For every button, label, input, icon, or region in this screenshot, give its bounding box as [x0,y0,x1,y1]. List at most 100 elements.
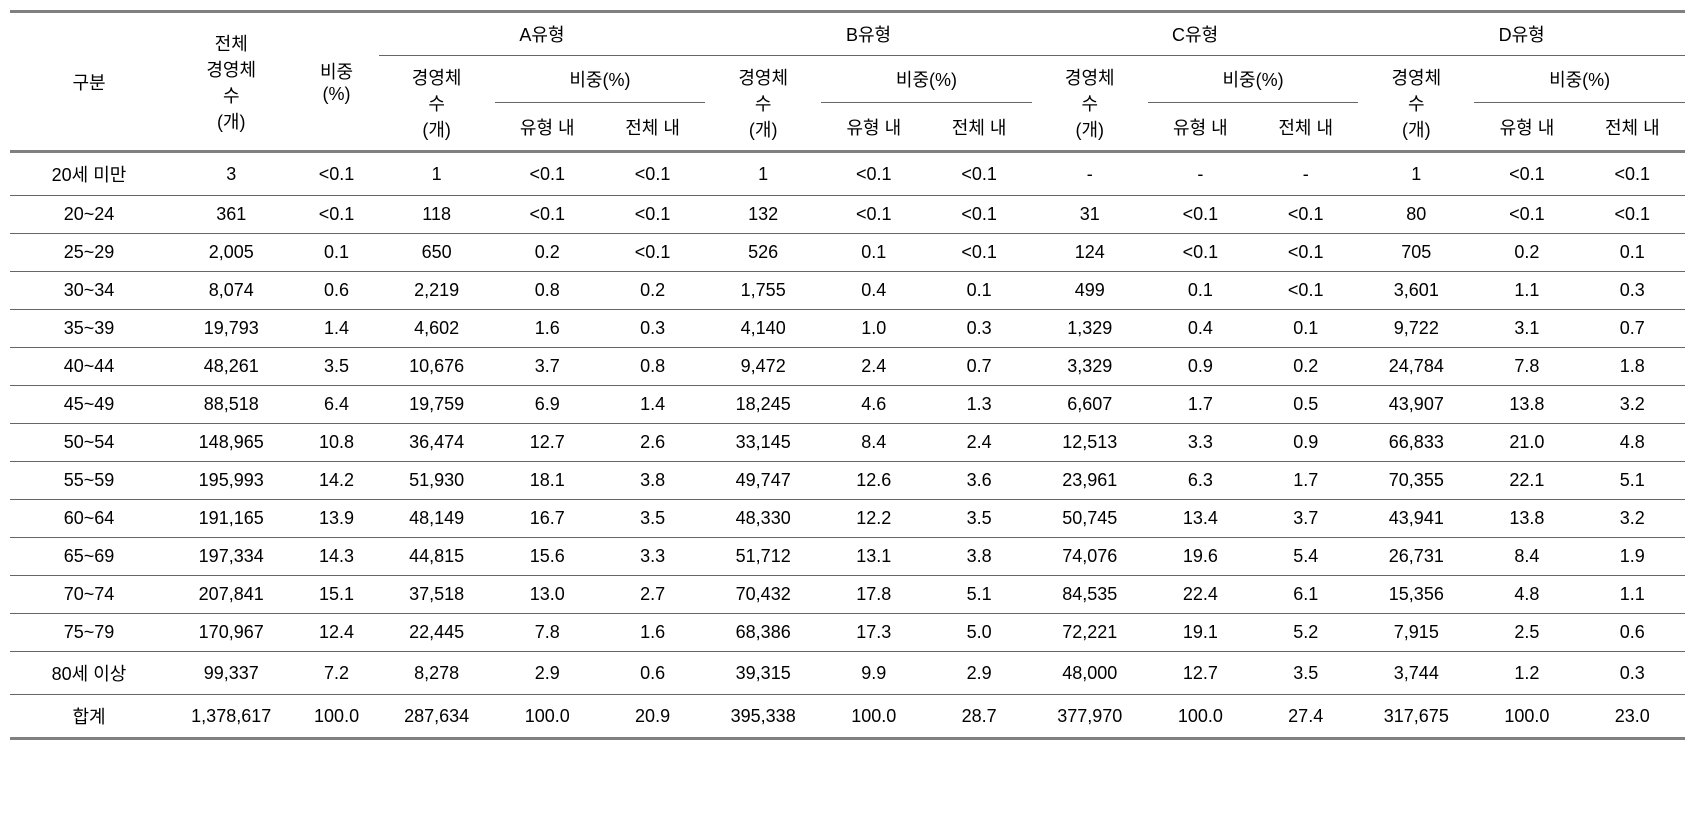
table-cell: <0.1 [1148,196,1253,234]
table-cell: 10.8 [294,424,378,462]
header-type-a: A유형 [379,12,706,56]
table-cell: 19,759 [379,386,495,424]
table-row: 40~4448,2613.510,6763.70.89,4722.40.73,3… [10,348,1685,386]
table-cell: 7.2 [294,652,378,695]
table-cell: 1.4 [600,386,705,424]
table-cell: 18.1 [495,462,600,500]
table-cell: 24,784 [1358,348,1474,386]
table-cell: <0.1 [600,196,705,234]
table-cell: 3.3 [600,538,705,576]
table-row: 70~74207,84115.137,51813.02.770,43217.85… [10,576,1685,614]
table-cell: 100.0 [294,695,378,739]
table-cell: <0.1 [1580,196,1685,234]
table-cell: 100.0 [1148,695,1253,739]
table-cell: 19,793 [168,310,294,348]
header-total-count: 전체경영체수(개) [168,12,294,152]
table-cell: 0.2 [1474,234,1579,272]
table-row: 합계1,378,617100.0287,634100.020.9395,3381… [10,695,1685,739]
table-cell: 0.6 [294,272,378,310]
table-cell: 2.7 [600,576,705,614]
header-c-within-total: 전체 내 [1253,103,1358,152]
header-a-within-type: 유형 내 [495,103,600,152]
table-cell: 3.7 [495,348,600,386]
table-cell: 13.4 [1148,500,1253,538]
table-cell: <0.1 [1580,152,1685,196]
table-cell: 1.3 [926,386,1031,424]
table-row: 60~64191,16513.948,14916.73.548,33012.23… [10,500,1685,538]
table-cell: 30~34 [10,272,168,310]
table-cell: 1 [1358,152,1474,196]
table-cell: 3.5 [294,348,378,386]
table-cell: 15,356 [1358,576,1474,614]
header-b-within-total: 전체 내 [926,103,1031,152]
table-cell: 3.3 [1148,424,1253,462]
table-cell: 합계 [10,695,168,739]
table-cell: 0.9 [1253,424,1358,462]
table-cell: 526 [705,234,821,272]
table-cell: 19.6 [1148,538,1253,576]
table-cell: 8.4 [821,424,926,462]
table-row: 30~348,0740.62,2190.80.21,7550.40.14990.… [10,272,1685,310]
table-cell: <0.1 [294,152,378,196]
data-table: 구분 전체경영체수(개) 비중(%) A유형 B유형 C유형 D유형 경영체수(… [10,10,1685,740]
table-cell: 3.8 [600,462,705,500]
table-cell: 0.6 [600,652,705,695]
header-gubun: 구분 [10,12,168,152]
table-cell: 100.0 [1474,695,1579,739]
table-cell: 13.9 [294,500,378,538]
table-cell: 68,386 [705,614,821,652]
table-cell: 195,993 [168,462,294,500]
header-c-within-type: 유형 내 [1148,103,1253,152]
table-cell: 13.8 [1474,500,1579,538]
table-cell: 27.4 [1253,695,1358,739]
table-cell: 26,731 [1358,538,1474,576]
table-cell: 0.3 [600,310,705,348]
table-cell: 1.1 [1474,272,1579,310]
table-row: 55~59195,99314.251,93018.13.849,74712.63… [10,462,1685,500]
table-cell: 48,149 [379,500,495,538]
table-cell: 2,005 [168,234,294,272]
table-cell: 1,378,617 [168,695,294,739]
table-row: 20세 미만3<0.11<0.1<0.11<0.1<0.1---1<0.1<0.… [10,152,1685,196]
table-cell: 0.4 [821,272,926,310]
header-type-c: C유형 [1032,12,1359,56]
table-cell: 6.3 [1148,462,1253,500]
table-cell: 50~54 [10,424,168,462]
table-cell: 6.9 [495,386,600,424]
table-cell: 1.8 [1580,348,1685,386]
table-cell: 31 [1032,196,1148,234]
table-cell: 4.6 [821,386,926,424]
table-cell: 1.7 [1253,462,1358,500]
table-cell: 4.8 [1474,576,1579,614]
table-cell: 317,675 [1358,695,1474,739]
table-cell: 8,278 [379,652,495,695]
table-cell: 12,513 [1032,424,1148,462]
table-cell: 66,833 [1358,424,1474,462]
table-cell: 499 [1032,272,1148,310]
table-cell: 6,607 [1032,386,1148,424]
table-cell: 0.6 [1580,614,1685,652]
table-cell: 3 [168,152,294,196]
table-cell: 74,076 [1032,538,1148,576]
table-cell: <0.1 [1253,196,1358,234]
table-cell: <0.1 [821,152,926,196]
table-cell: 55~59 [10,462,168,500]
table-cell: 36,474 [379,424,495,462]
table-cell: 99,337 [168,652,294,695]
table-cell: 65~69 [10,538,168,576]
table-row: 35~3919,7931.44,6021.60.34,1401.00.31,32… [10,310,1685,348]
table-cell: 4.8 [1580,424,1685,462]
table-cell: 8,074 [168,272,294,310]
table-cell: 5.4 [1253,538,1358,576]
table-cell: - [1253,152,1358,196]
table-header: 구분 전체경영체수(개) 비중(%) A유형 B유형 C유형 D유형 경영체수(… [10,12,1685,152]
table-cell: 44,815 [379,538,495,576]
table-cell: 48,330 [705,500,821,538]
table-cell: 15.1 [294,576,378,614]
table-cell: <0.1 [1253,272,1358,310]
table-cell: 0.1 [1253,310,1358,348]
table-cell: 35~39 [10,310,168,348]
table-cell: 9.9 [821,652,926,695]
table-cell: 170,967 [168,614,294,652]
table-cell: 23.0 [1580,695,1685,739]
